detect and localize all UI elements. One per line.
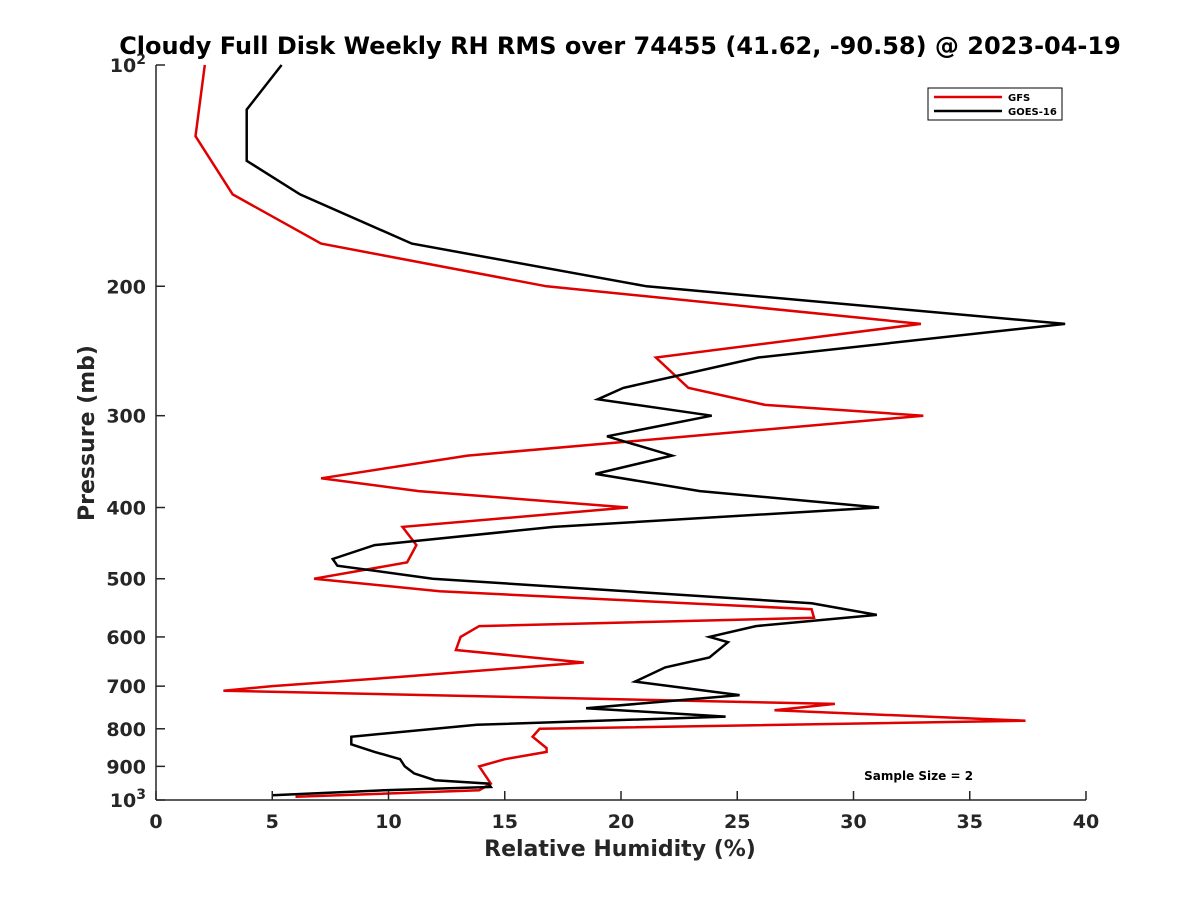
x-axis-label: Relative Humidity (%) — [484, 837, 756, 862]
x-tick-label: 10 — [375, 811, 401, 833]
x-tick-label: 35 — [957, 811, 983, 833]
sample-size-annotation: Sample Size = 2 — [864, 769, 973, 783]
x-tick-label: 25 — [724, 811, 750, 833]
chart-title: Cloudy Full Disk Weekly RH RMS over 7445… — [119, 32, 1121, 60]
y-tick-label: 800 — [106, 719, 146, 741]
y-tick-label: 103 — [110, 787, 146, 812]
legend-label-goes16: GOES-16 — [1008, 107, 1057, 118]
y-axis-label: Pressure (mb) — [75, 345, 100, 521]
x-tick-label: 0 — [149, 811, 162, 833]
legend-box — [927, 87, 1063, 121]
y-tick-label: 400 — [106, 498, 146, 520]
y-tick-label: 700 — [106, 676, 146, 698]
y-tick-label: 300 — [106, 406, 146, 428]
series-layer — [194, 64, 1066, 799]
y-tick-label: 500 — [106, 569, 146, 591]
y-tick-label: 102 — [110, 52, 146, 77]
x-tick-label: 15 — [492, 811, 518, 833]
legend-label-gfs: GFS — [1008, 93, 1030, 104]
x-tick-label: 20 — [608, 811, 634, 833]
y-tick-label: 600 — [106, 627, 146, 649]
y-tick-label: 200 — [106, 276, 146, 298]
axes-layer: 0 5 10 15 20 25 30 35 40 102 200 300 400 500 600 700 800… — [106, 52, 1099, 833]
x-tick-label: 30 — [840, 811, 866, 833]
x-tick-label: 40 — [1073, 811, 1099, 833]
y-tick-label: 900 — [106, 756, 146, 778]
series-line-goes16 — [245, 64, 1066, 797]
legend: GFS GOES-16 — [927, 87, 1063, 121]
series-line-gfs — [194, 64, 1026, 799]
x-tick-label: 5 — [266, 811, 279, 833]
